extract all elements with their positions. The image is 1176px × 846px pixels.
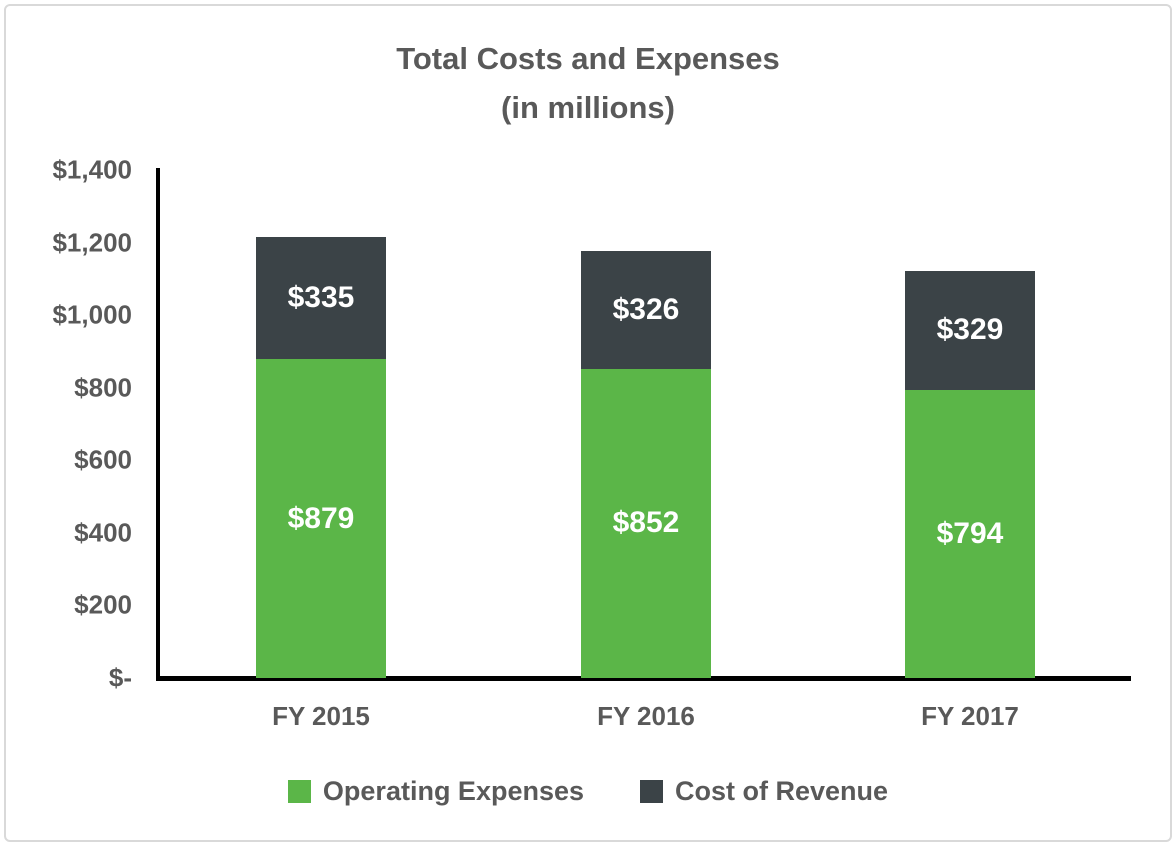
y-axis-line (156, 168, 160, 681)
chart-title-line1: Total Costs and Expenses (396, 41, 780, 76)
bar-data-label: $852 (612, 506, 680, 540)
bar-data-label: $326 (612, 292, 680, 326)
bar-data-label: $329 (936, 313, 1004, 347)
y-tick-label: $800 (74, 372, 132, 403)
y-tick-label: $1,000 (52, 299, 132, 330)
y-tick-label: $- (108, 662, 132, 693)
chart-legend: Operating Expenses Cost of Revenue (0, 776, 1176, 807)
legend-swatch-icon (640, 780, 664, 803)
legend-swatch-icon (287, 780, 311, 803)
y-tick-label: $200 (74, 589, 132, 620)
bar-segment-operating-expenses-fy-2017: $794 (905, 389, 1035, 678)
chart-title: Total Costs and Expenses (in millions) (0, 34, 1176, 132)
bar-data-label: $335 (287, 281, 355, 315)
y-tick-label: $1,200 (52, 227, 132, 258)
chart-frame-border (4, 4, 1172, 842)
bar-segment-cost-of-revenue-fy-2017: $329 (905, 270, 1035, 390)
x-axis-label-fy-2017: FY 2017 (921, 701, 1019, 731)
bar-segment-cost-of-revenue-fy-2015: $335 (256, 237, 386, 360)
bar-data-label: $794 (936, 516, 1004, 550)
legend-label: Cost of Revenue (675, 776, 889, 806)
legend-item-cost-of-revenue: Cost of Revenue (640, 776, 888, 807)
bar-segment-operating-expenses-fy-2015: $879 (256, 359, 386, 678)
y-tick-label: $1,400 (52, 154, 132, 185)
legend-item-operating-expenses: Operating Expenses (287, 776, 585, 807)
bar-data-label: $879 (287, 501, 355, 535)
x-axis-label-fy-2016: FY 2016 (597, 701, 695, 731)
chart-title-line2: (in millions) (501, 90, 675, 125)
bar-segment-operating-expenses-fy-2016: $852 (581, 368, 711, 678)
legend-label: Operating Expenses (322, 776, 585, 806)
y-tick-label: $400 (74, 517, 132, 548)
bar-segment-cost-of-revenue-fy-2016: $326 (581, 250, 711, 369)
x-axis-label-fy-2015: FY 2015 (272, 701, 370, 731)
x-axis-line (156, 676, 1131, 681)
y-tick-label: $600 (74, 444, 132, 475)
